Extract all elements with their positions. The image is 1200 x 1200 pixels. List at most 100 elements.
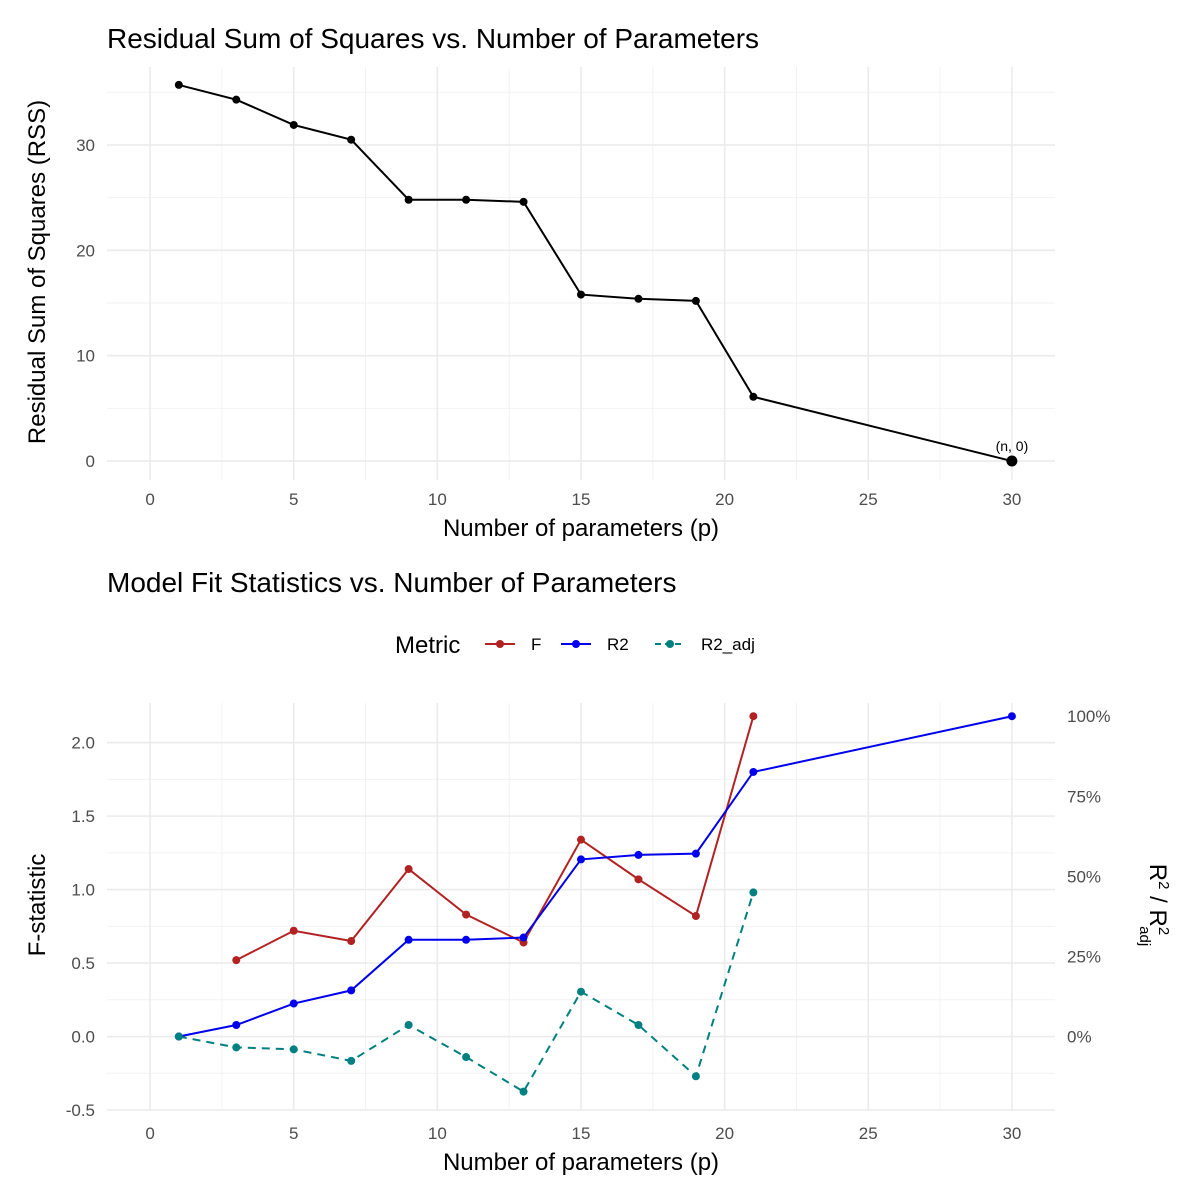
series-point-r2: [347, 986, 356, 995]
series-point-r2_adj: [634, 1021, 643, 1030]
series-point-r2_adj: [519, 1087, 528, 1096]
right-title-sup2: 2: [1155, 927, 1172, 935]
series-point-f: [462, 910, 471, 919]
series-point-r2_adj: [174, 1032, 183, 1041]
series-point-r2: [519, 933, 528, 942]
series-point-f: [634, 875, 643, 884]
legend-title: Metric: [395, 632, 460, 659]
rss-line: [178, 83, 1013, 463]
legend-label-r2_adj: R2_adj: [701, 635, 755, 654]
y-tick-label: 0.5: [71, 954, 95, 973]
fit-stats-right-axis-title: R2 / R2adj: [1136, 864, 1172, 946]
x-tick-label: 10: [428, 490, 447, 509]
fit-stats-y-ticks: -0.5 0.0 0.5 1.0 1.5 2.0: [66, 734, 95, 1120]
y-tick-label: 0.0: [71, 1028, 95, 1047]
rss-point: [347, 135, 356, 144]
legend-key-point-r2: [572, 640, 580, 648]
right-tick-label: 50%: [1067, 867, 1101, 886]
rss-chart-title: Residual Sum of Squares vs. Number of Pa…: [107, 23, 759, 54]
x-tick-label: 20: [715, 1124, 734, 1143]
rss-point: [1006, 455, 1018, 467]
right-title-sep: / R: [1144, 889, 1171, 926]
series-point-r2: [577, 855, 585, 864]
fit-stats-x-ticks: 0 5 10 15 20 25 30: [145, 1124, 1021, 1143]
x-tick-label: 0: [145, 1124, 154, 1143]
rss-point: [174, 80, 183, 89]
x-tick-label: 25: [859, 490, 878, 509]
legend: Metric F R2 R2_adj: [395, 632, 755, 659]
x-tick-label: 0: [145, 490, 154, 509]
series-point-r2_adj: [404, 1021, 413, 1030]
rss-point: [462, 195, 471, 204]
series-line-r2: [178, 715, 1013, 1038]
right-tick-label: 25%: [1067, 947, 1101, 966]
y-tick-label: 1.0: [71, 881, 95, 900]
x-tick-label: 30: [1002, 1124, 1021, 1143]
rss-point: [577, 290, 585, 299]
series-point-r2_adj: [749, 888, 758, 897]
rss-point: [634, 294, 643, 303]
rss-point: [404, 195, 413, 204]
series-point-r2: [232, 1021, 241, 1030]
rss-x-ticks: 0 5 10 15 20 25 30: [145, 490, 1021, 509]
rss-annotation: (n, 0): [996, 438, 1029, 454]
series-point-r2_adj: [462, 1053, 471, 1062]
legend-key-point-f: [496, 640, 504, 648]
series-point-r2_adj: [289, 1045, 298, 1054]
rss-x-axis-title: Number of parameters (p): [443, 515, 719, 542]
fit-stats-chart: Model Fit Statistics vs. Number of Param…: [24, 567, 1172, 1176]
series-point-r2: [289, 999, 298, 1008]
y-tick-label: -0.5: [66, 1101, 95, 1120]
fit-stats-y-axis-title: F-statistic: [24, 854, 51, 957]
series-line-f: [235, 715, 755, 962]
legend-label-r2: R2: [607, 635, 629, 654]
series-line-r2_adj: [178, 892, 755, 1094]
fit-stats-gridlines: [107, 703, 1055, 1111]
rss-chart: Residual Sum of Squares vs. Number of Pa…: [24, 23, 1055, 542]
series-point-f: [691, 912, 700, 921]
rss-series: [174, 80, 1018, 467]
x-tick-label: 10: [428, 1124, 447, 1143]
x-tick-label: 5: [289, 1124, 298, 1143]
rss-y-ticks: 0 10 20 30: [76, 136, 95, 471]
y-tick-label: 20: [76, 241, 95, 260]
fit-stats-chart-title: Model Fit Statistics vs. Number of Param…: [107, 567, 677, 598]
right-title-sub2: adj: [1136, 926, 1153, 946]
series-point-r2_adj: [691, 1072, 700, 1081]
series-point-r2: [749, 767, 758, 776]
series-point-r2: [634, 850, 643, 859]
right-tick-label: 100%: [1067, 707, 1110, 726]
series-point-r2_adj: [232, 1043, 241, 1052]
series-point-r2: [691, 849, 700, 858]
right-title-sup1: 2: [1155, 881, 1172, 889]
series-point-f: [347, 937, 356, 946]
rss-point: [289, 120, 298, 129]
x-tick-label: 30: [1002, 490, 1021, 509]
series-point-r2_adj: [577, 987, 585, 996]
y-tick-label: 0: [86, 452, 95, 471]
y-tick-label: 10: [76, 347, 95, 366]
legend-key-point-r2_adj: [666, 640, 674, 648]
rss-point: [749, 392, 758, 401]
series-point-f: [577, 835, 585, 844]
right-tick-label: 0%: [1067, 1028, 1092, 1047]
fit-stats-right-ticks: 0% 25% 50% 75% 100%: [1067, 707, 1110, 1046]
y-tick-label: 2.0: [71, 734, 95, 753]
right-tick-label: 75%: [1067, 787, 1101, 806]
fit-stats-series: [174, 712, 1016, 1096]
y-tick-label: 1.5: [71, 807, 95, 826]
series-point-r2: [462, 935, 471, 944]
series-point-r2_adj: [347, 1056, 356, 1065]
fit-stats-x-axis-title: Number of parameters (p): [443, 1149, 719, 1176]
rss-gridlines: [107, 67, 1055, 480]
series-point-r2: [404, 935, 413, 944]
right-title-r1: R: [1144, 864, 1171, 881]
x-tick-label: 5: [289, 490, 298, 509]
series-point-f: [749, 712, 758, 721]
rss-y-axis-title: Residual Sum of Squares (RSS): [24, 100, 51, 444]
series-point-r2: [1007, 712, 1016, 721]
x-tick-label: 25: [859, 1124, 878, 1143]
series-point-f: [289, 926, 298, 935]
x-tick-label: 15: [572, 1124, 591, 1143]
